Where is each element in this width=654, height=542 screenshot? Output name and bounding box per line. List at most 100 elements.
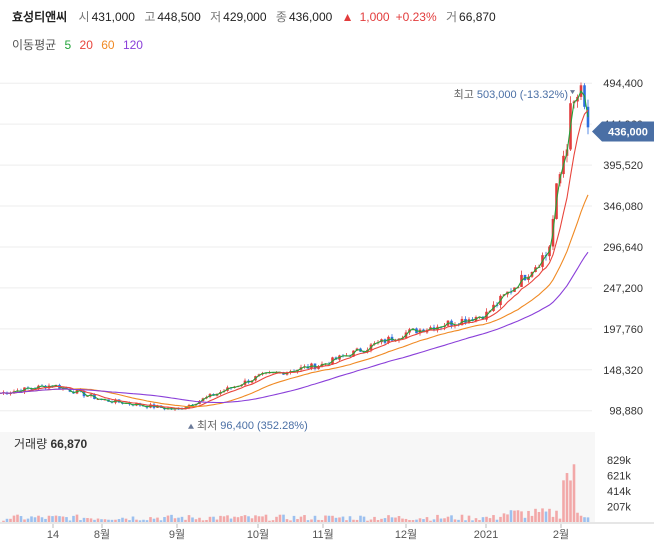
volume-bar (327, 515, 331, 522)
volume-bar (366, 520, 369, 522)
quote-summary: 효성티앤씨 시 431,000 고 448,500 저 429,000 종 436,00… (12, 8, 502, 25)
y-tick-label: 197,760 (603, 324, 643, 336)
low-value: 429,000 (223, 10, 267, 24)
volume-bar (541, 508, 544, 522)
volume-tick-label: 414k (607, 486, 631, 498)
volume-bar (555, 510, 558, 522)
volume-bar (502, 513, 506, 522)
volume-bar (292, 515, 296, 522)
high-marker-arrow-icon (570, 90, 575, 95)
volume-bar (324, 515, 327, 522)
change-percent: +0.23% (395, 10, 437, 24)
volume-bar (348, 516, 352, 522)
volume-bar (212, 516, 215, 522)
volume-bar (198, 517, 201, 522)
y-tick-label: 494,400 (603, 78, 643, 90)
volume-bar (23, 519, 26, 522)
volume-bar (219, 515, 222, 522)
volume-bar (149, 517, 152, 522)
volume-bar (117, 519, 121, 522)
volume-bar (513, 510, 516, 522)
low-label: 저 (210, 10, 222, 24)
volume-bar (306, 520, 310, 522)
volume-bar (443, 518, 446, 522)
volume-bar (548, 508, 551, 522)
volume-bar (338, 517, 341, 522)
close-label: 종 (275, 10, 287, 24)
volume-bar (373, 516, 376, 522)
volume-bar (425, 517, 429, 522)
x-tick-label: 10월 (247, 528, 269, 541)
volume-bar (432, 519, 436, 522)
volume-bar (453, 519, 457, 522)
volume-bar (138, 520, 142, 522)
volume-bar (93, 519, 96, 522)
volume-bar (415, 519, 418, 522)
volume-bar (296, 519, 299, 522)
volume-bar (485, 516, 488, 522)
volume-bar (523, 517, 527, 522)
volume-bar (422, 519, 425, 522)
close-value: 436,000 (288, 10, 333, 24)
volume-bar (156, 517, 159, 522)
volume-bar (215, 519, 219, 522)
volume-bar (33, 517, 37, 522)
volume-bar (72, 515, 75, 522)
volume-bar (114, 519, 117, 522)
volume-bar (51, 516, 54, 522)
open-value: 431,000 (91, 10, 135, 24)
volume-bar (222, 516, 226, 522)
volume-bar (180, 516, 184, 522)
volume-bar (289, 520, 292, 522)
volume-bar (110, 519, 114, 522)
volume-bar (254, 515, 257, 522)
y-tick-label: 296,640 (603, 242, 643, 254)
volume-bar (320, 520, 324, 522)
moving-average-legend[interactable]: 이동평균 5 20 60 120 (12, 36, 148, 53)
volume-bar (376, 520, 380, 522)
volume-bar (495, 519, 499, 522)
volume-bar (492, 515, 495, 522)
volume-pane (0, 432, 595, 522)
volume-bar (457, 519, 460, 522)
volume-bar (79, 520, 82, 522)
volume-bar (240, 516, 243, 522)
volume-bar (100, 519, 103, 522)
volume-bar (187, 515, 191, 522)
x-tick-label: 12월 (395, 528, 417, 541)
volume-bar (37, 515, 40, 522)
volume-bar (191, 517, 194, 522)
volume-bar (107, 519, 110, 522)
volume-bar (54, 515, 58, 522)
volume-bar (159, 520, 163, 522)
x-tick-label: 9월 (169, 528, 185, 541)
volume-bar (275, 516, 278, 522)
volume-bar (576, 512, 579, 522)
volume-bar (236, 517, 240, 522)
volume-bar (404, 518, 408, 522)
volume-bar (565, 473, 569, 522)
volume-bar (397, 516, 401, 522)
volume-bar (47, 515, 51, 522)
ma-5-label: 5 (64, 38, 72, 52)
volume-bar (19, 516, 23, 522)
ma-120-line (0, 251, 589, 404)
y-tick-label: 247,200 (603, 283, 643, 295)
volume-bar (345, 520, 348, 522)
volume-bar (579, 515, 583, 522)
volume-bar (261, 516, 264, 522)
x-tick-label: 14 (47, 529, 59, 541)
volume-bar (390, 517, 394, 522)
volume-bar (562, 480, 565, 522)
y-tick-label: 395,520 (603, 160, 643, 172)
volume-bar (583, 517, 586, 522)
volume-bar (499, 516, 502, 522)
volume-bar (429, 520, 432, 522)
volume-bar (450, 515, 453, 522)
volume-bar (26, 518, 30, 522)
volume-bar (145, 520, 149, 522)
volume-bar (16, 514, 19, 522)
volume-bar (103, 519, 107, 522)
volume-bar (369, 519, 373, 522)
